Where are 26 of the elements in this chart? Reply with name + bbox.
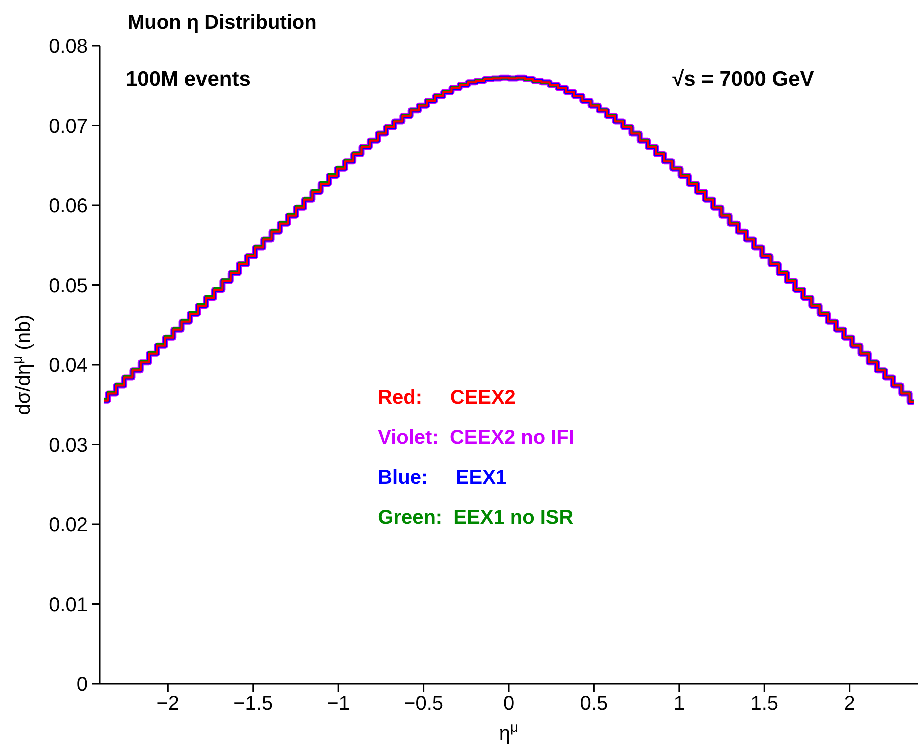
x-tick-label: −1.5 [234, 693, 274, 715]
y-tick-label: 0.04 [49, 355, 88, 377]
text: Green: EEX1 no ISR [378, 506, 574, 531]
x-tick-label: 2 [844, 693, 856, 715]
text: Red: CEEX2 [378, 386, 517, 411]
y-tick-label: 0.06 [49, 196, 88, 218]
y-tick-label: 0.01 [49, 594, 88, 616]
y-tick-label: 0.05 [49, 275, 88, 298]
y-tick-label: 0 [76, 674, 88, 696]
text: Violet: CEEX2 no IFI [378, 426, 574, 451]
x-tick-label: −2 [156, 693, 180, 715]
x-tick-label: 1.5 [750, 693, 779, 715]
x-tick-label: 0.5 [580, 693, 608, 715]
annotation: √s = 7000 GeV [672, 68, 814, 92]
x-axis-title: η$^{μ}$ [499, 719, 519, 745]
x-tick-label: 1 [674, 693, 685, 715]
y-tick-label: 0.03 [49, 434, 88, 457]
x-tick-label: 0 [503, 693, 515, 715]
y-tick-label: 0.08 [49, 36, 88, 58]
text: Blue: EEX1 [378, 466, 508, 491]
y-tick-label: 0.07 [49, 116, 88, 138]
y-tick-label: 0.02 [49, 514, 88, 536]
annotation: 100M events [126, 68, 251, 92]
x-tick-label: −0.5 [404, 693, 444, 715]
x-tick-label: −1 [327, 693, 350, 715]
chart-title: Muon η Distribution [128, 12, 317, 35]
